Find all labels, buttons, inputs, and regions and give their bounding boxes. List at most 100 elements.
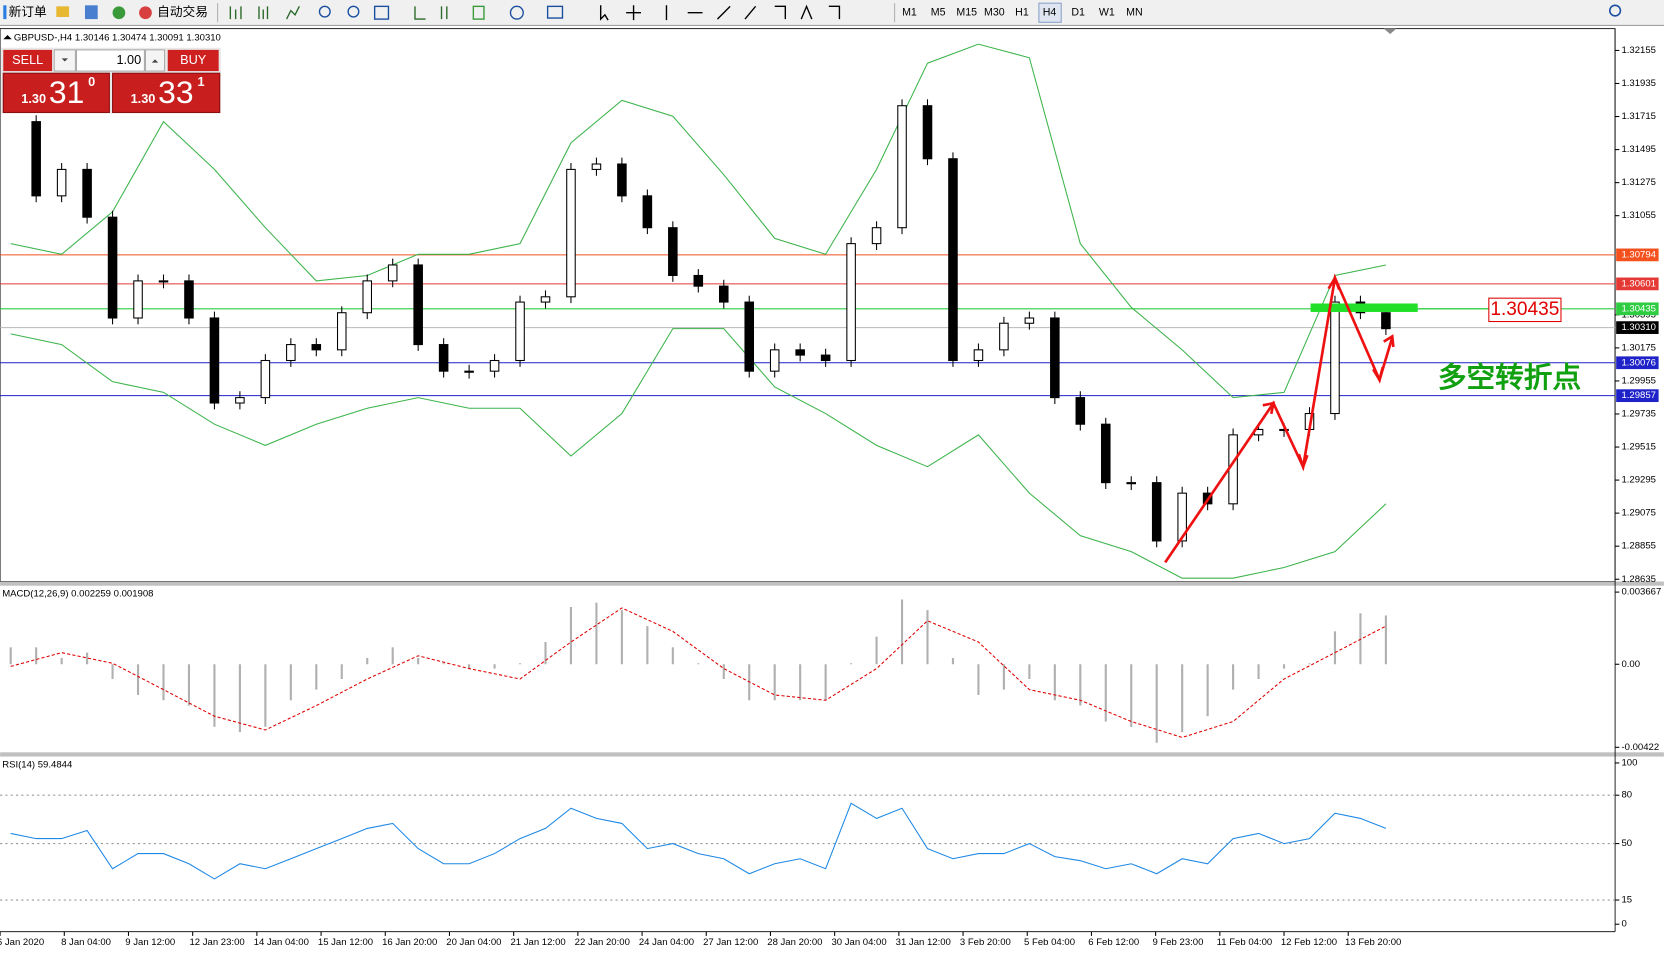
candle bbox=[158, 280, 169, 283]
icon-tile[interactable] bbox=[373, 5, 390, 20]
icon-indicators[interactable] bbox=[472, 5, 485, 20]
icon[interactable] bbox=[56, 6, 70, 17]
price-level-label: 1.30310 bbox=[1621, 322, 1656, 333]
collapse-icon[interactable] bbox=[3, 35, 12, 40]
candle bbox=[56, 168, 67, 197]
price-level-tag bbox=[1616, 356, 1659, 370]
timeframe-button[interactable]: M30 bbox=[984, 7, 1005, 19]
candle bbox=[336, 312, 347, 351]
icon-zoom-in[interactable] bbox=[318, 5, 331, 18]
icon-periods[interactable] bbox=[509, 5, 524, 20]
icon-candles[interactable] bbox=[258, 6, 269, 20]
icon-draw-tools[interactable] bbox=[744, 5, 787, 20]
icon-draw-lines[interactable] bbox=[665, 5, 731, 21]
sell-price-box[interactable] bbox=[2, 72, 110, 114]
candle bbox=[1279, 428, 1289, 432]
icon-zoom-out[interactable] bbox=[347, 5, 360, 18]
panel-separator bbox=[0, 581, 1664, 586]
timeframe-button[interactable]: H4 bbox=[1043, 7, 1057, 19]
macd-bar bbox=[1257, 664, 1260, 680]
macd-bar bbox=[518, 663, 522, 665]
toolbar bbox=[0, 0, 1664, 26]
candle bbox=[133, 280, 143, 319]
annotation-turning-point: 多空转折点 bbox=[1438, 360, 1581, 394]
icon-search[interactable] bbox=[1608, 4, 1622, 17]
timeframe-button[interactable]: M1 bbox=[902, 7, 917, 19]
icon-new-order[interactable] bbox=[3, 5, 7, 20]
y-tick-label: 15 bbox=[1621, 895, 1632, 906]
x-tick-label: 24 Jan 04:00 bbox=[639, 937, 694, 948]
sell-button[interactable] bbox=[3, 49, 53, 72]
y-tick-label: 1.31935 bbox=[1621, 78, 1656, 89]
macd-bar bbox=[697, 663, 700, 665]
icon[interactable] bbox=[84, 5, 98, 20]
timeframe-button[interactable]: W1 bbox=[1099, 7, 1115, 19]
macd-bar bbox=[340, 664, 343, 680]
lot-up-arrow bbox=[151, 59, 159, 63]
candle bbox=[591, 163, 602, 170]
macd-bar bbox=[468, 664, 471, 669]
sell-price-big: 1.30 bbox=[21, 91, 46, 106]
candle bbox=[184, 280, 194, 319]
macd-bar bbox=[1384, 615, 1387, 665]
auto-trading-button[interactable]: 自动交易 bbox=[157, 4, 208, 19]
buy-label[interactable]: BUY bbox=[180, 52, 207, 67]
shift-marker bbox=[1383, 28, 1397, 34]
macd-bar bbox=[1206, 664, 1209, 717]
price-level-label: 1.29857 bbox=[1621, 390, 1656, 401]
icon-cursor[interactable] bbox=[599, 5, 609, 21]
y-tick-label: 0.00 bbox=[1621, 659, 1640, 670]
macd-bar bbox=[1104, 664, 1107, 722]
macd-bar bbox=[824, 664, 827, 701]
macd-bar bbox=[493, 664, 496, 669]
y-tick-label: 1.29955 bbox=[1621, 375, 1656, 386]
panel-separator bbox=[0, 752, 1664, 757]
bollinger-upper bbox=[10, 43, 1387, 399]
candle bbox=[718, 285, 729, 303]
y-tick-label: 1.28635 bbox=[1621, 574, 1656, 585]
icon-templates[interactable] bbox=[546, 5, 564, 19]
x-tick-label: 15 Jan 12:00 bbox=[318, 937, 373, 948]
annotation-price: 1.30435 bbox=[1490, 299, 1559, 320]
lot-value[interactable]: 1.00 bbox=[116, 52, 141, 67]
timeframe-button[interactable]: M15 bbox=[956, 7, 977, 19]
y-tick-label: 1.29735 bbox=[1621, 409, 1656, 420]
candle bbox=[540, 296, 551, 303]
price-level-tag bbox=[1616, 277, 1659, 291]
y-tick-label: 80 bbox=[1621, 790, 1632, 801]
macd-bar bbox=[900, 599, 904, 665]
buy-button[interactable] bbox=[167, 49, 219, 72]
candle bbox=[693, 274, 704, 287]
icon-crosshair[interactable] bbox=[626, 5, 641, 21]
x-tick-label: 12 Feb 12:00 bbox=[1281, 937, 1337, 948]
timeframe-button[interactable]: H1 bbox=[1015, 7, 1029, 19]
chart-tools[interactable] bbox=[229, 4, 841, 21]
candle bbox=[235, 397, 245, 404]
macd-bar bbox=[977, 664, 980, 695]
timeframe-button[interactable]: M5 bbox=[931, 7, 946, 19]
x-tick-label: 3 Feb 20:00 bbox=[960, 937, 1011, 948]
buy-price-box[interactable] bbox=[112, 72, 221, 114]
arrow-heads bbox=[1262, 274, 1395, 471]
sell-label[interactable]: SELL bbox=[12, 52, 43, 67]
candle bbox=[387, 264, 398, 282]
support-bar bbox=[1310, 303, 1418, 312]
icon-line[interactable] bbox=[285, 6, 300, 20]
icon-auto-trading[interactable] bbox=[139, 6, 152, 20]
macd-bar bbox=[1155, 664, 1158, 743]
icon-bars[interactable] bbox=[229, 6, 242, 20]
macd-bar bbox=[417, 657, 420, 665]
y-tick-label: 1.30175 bbox=[1621, 342, 1656, 353]
icon-text[interactable] bbox=[800, 4, 841, 20]
y-tick-label: -0.00422 bbox=[1621, 742, 1659, 753]
timeframe-button[interactable]: MN bbox=[1126, 7, 1143, 19]
sell-price-main: 31 bbox=[49, 74, 84, 110]
icon[interactable] bbox=[112, 6, 126, 20]
new-order-button[interactable]: 新订单 bbox=[9, 4, 47, 19]
timeframe-button[interactable]: D1 bbox=[1071, 7, 1085, 19]
icon-scroll[interactable] bbox=[414, 6, 448, 20]
y-tick-label: 1.29075 bbox=[1621, 508, 1656, 519]
candle bbox=[260, 359, 271, 399]
lot-input[interactable] bbox=[75, 49, 145, 72]
